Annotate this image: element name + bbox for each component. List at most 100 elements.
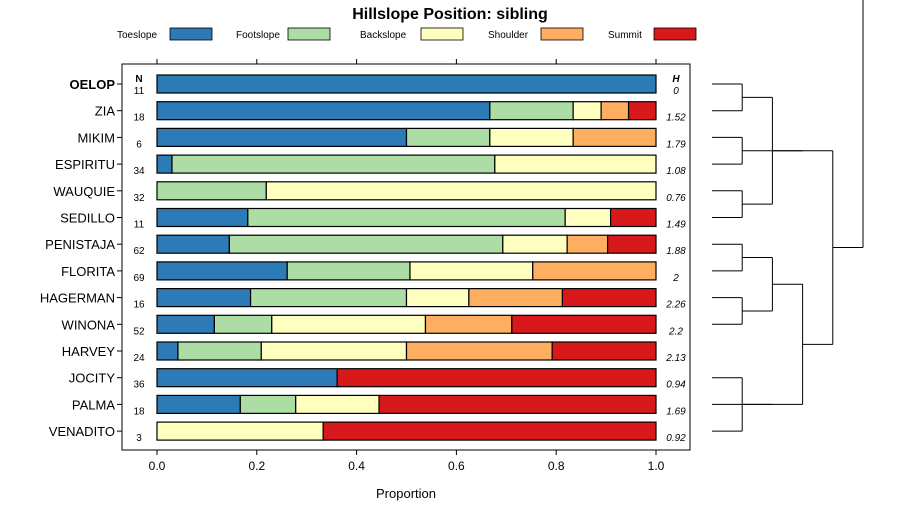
legend-label-toeslope: Toeslope [117, 30, 157, 41]
bar-segment-footslope [239, 394, 297, 414]
row-n: 36 [133, 380, 145, 391]
x-axis-title: Proportion [376, 486, 436, 501]
x-tick-label: 0.6 [448, 459, 465, 473]
row-h: 1.79 [666, 139, 686, 150]
bar-segment-shoulder [532, 261, 657, 281]
legend-label-footslope: Footslope [236, 30, 280, 41]
bar-segment-summit [378, 394, 657, 414]
row-label: HARVEY [62, 344, 116, 359]
dendrogram [712, 0, 864, 432]
bar-segment-backslope [409, 261, 534, 281]
bar-segment-toeslope [156, 74, 657, 94]
row-n: 11 [134, 220, 145, 231]
bar-segment-backslope [494, 154, 657, 174]
bar-segment-backslope [572, 101, 602, 121]
x-tick-label: 0.8 [548, 459, 565, 473]
bar-segment-backslope [271, 314, 427, 334]
legend-label-summit: Summit [608, 30, 642, 41]
bar-segment-shoulder [424, 314, 513, 334]
bar-segment-backslope [489, 127, 574, 147]
row-n: 62 [133, 246, 145, 257]
row-label: PALMA [72, 397, 115, 412]
bar-segment-toeslope [156, 288, 252, 308]
bar-segment-footslope [177, 341, 262, 361]
bar-segment-toeslope [156, 234, 230, 254]
bar-segment-footslope [405, 127, 491, 147]
row-n: 18 [133, 113, 145, 124]
bar-segment-toeslope [156, 101, 491, 121]
bar-segment-summit [336, 368, 657, 388]
legend-swatch-footslope [287, 27, 331, 41]
row-label: PENISTAJA [45, 237, 115, 252]
row-n: 6 [136, 139, 142, 150]
x-axis: 0.0 0.2 0.4 0.6 0.8 1.0 [149, 59, 665, 473]
row-h: 1.69 [666, 406, 686, 417]
bar-segment-toeslope [156, 341, 179, 361]
legend-swatch-summit [653, 27, 697, 41]
legend-swatch-toeslope [169, 27, 213, 41]
bar-segment-shoulder [600, 101, 630, 121]
legend-label-backslope: Backslope [360, 30, 407, 41]
row-h: 2.26 [665, 300, 686, 311]
row-label: HAGERMAN [40, 291, 115, 306]
row-n: 11 [134, 86, 145, 97]
row-label: JOCITY [69, 371, 116, 386]
row-label: WAUQUIE [53, 184, 115, 199]
row-n: 18 [133, 406, 145, 417]
row-h: 1.52 [666, 113, 686, 124]
bar-segment-toeslope [156, 154, 173, 174]
bar-segment-toeslope [156, 207, 249, 228]
row-n: 32 [133, 193, 145, 204]
row-label: WINONA [62, 317, 116, 332]
bar-segment-backslope [260, 341, 408, 361]
row-label: SEDILLO [60, 211, 115, 226]
bar-segment-backslope [295, 394, 380, 414]
bar-segment-footslope [171, 154, 496, 174]
x-tick-label: 0.2 [248, 459, 265, 473]
row-label: MIKIM [77, 130, 115, 145]
bar-segment-backslope [265, 181, 657, 201]
bar-segment-shoulder [405, 341, 553, 361]
row-n: 69 [133, 273, 145, 284]
row-h: 0.94 [666, 380, 686, 391]
legend: Toeslope Footslope Backslope Shoulder Summit [117, 27, 697, 41]
legend-swatch-backslope [420, 27, 464, 41]
row-n: 3 [136, 433, 142, 444]
row-h: 2 [672, 273, 679, 284]
bar-segment-backslope [405, 288, 470, 308]
row-label: ESPIRITU [55, 157, 115, 172]
chart-title: Hillslope Position: sibling [352, 6, 548, 23]
bar-segment-footslope [213, 314, 273, 334]
row-h: 2.13 [665, 353, 686, 364]
n-header: N [135, 74, 142, 85]
row-h: 0.92 [666, 433, 686, 444]
x-tick-label: 1.0 [648, 459, 665, 473]
bar-segment-backslope [502, 234, 568, 254]
bar-segment-toeslope [156, 127, 408, 147]
row-h: 0.76 [666, 193, 686, 204]
bar-segment-backslope [564, 207, 612, 228]
bar-segment-summit [609, 207, 657, 228]
bar-segment-backslope [156, 421, 324, 441]
bar-segment-footslope [489, 101, 574, 121]
x-tick-label: 0.4 [348, 459, 365, 473]
row-n: 34 [133, 166, 145, 177]
bar-segment-toeslope [156, 394, 241, 414]
bar-segment-summit [627, 101, 657, 121]
bar-segment-summit [561, 288, 657, 308]
row-n: 16 [133, 300, 145, 311]
row-h: 1.88 [666, 246, 686, 257]
row-h: 0 [673, 86, 679, 97]
row-n: 52 [133, 326, 145, 337]
bar-segment-summit [322, 421, 657, 441]
legend-label-shoulder: Shoulder [488, 30, 529, 41]
row-label: FLORITA [61, 264, 115, 279]
row-h: 1.49 [666, 220, 686, 231]
x-tick-label: 0.0 [149, 459, 166, 473]
bar-area: OELOP 11 0 ZIA 18 1.52 MIKIM 6 1.79 ESPIRITU 34 1.0… [40, 63, 691, 451]
legend-swatch-shoulder [540, 27, 584, 41]
bar-segment-summit [606, 234, 657, 254]
bar-segment-toeslope [156, 368, 338, 388]
bar-segment-shoulder [572, 127, 657, 147]
